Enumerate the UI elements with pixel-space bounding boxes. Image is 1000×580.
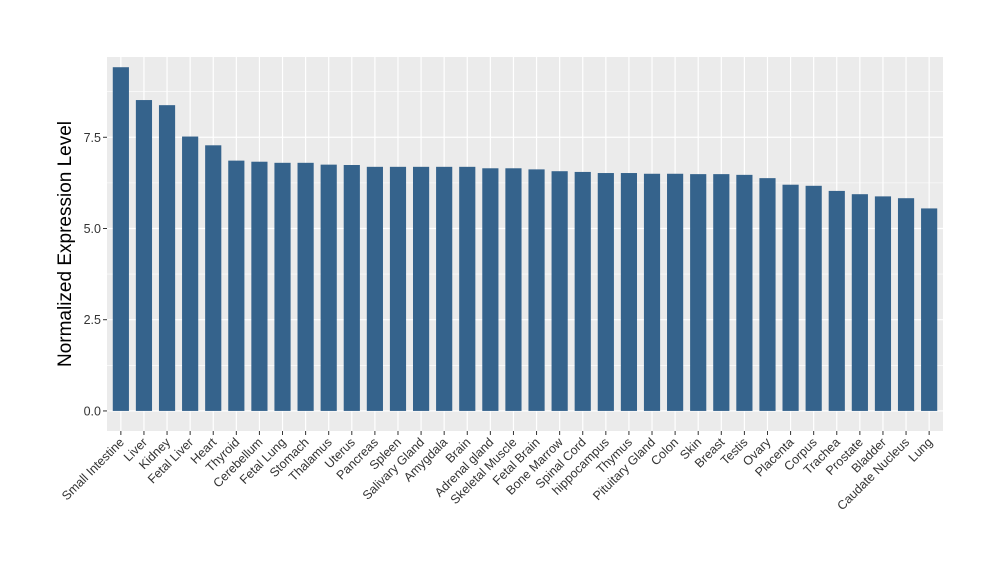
bar-thymus	[620, 173, 638, 411]
bar-lung	[921, 208, 938, 411]
y-tick-label: 7.5	[84, 131, 101, 145]
bar-prostate	[851, 194, 868, 411]
bar-corpus	[805, 185, 822, 411]
bar-salivary-gland	[412, 166, 430, 411]
bar-uterus	[343, 165, 360, 411]
bar-pancreas	[366, 166, 383, 411]
bar-ovary	[759, 178, 776, 411]
bar-pituitary-gland	[643, 173, 661, 411]
bar-testis	[736, 174, 753, 411]
bar-amygdala	[436, 166, 453, 411]
bar-thyroid	[228, 160, 245, 411]
y-axis-title: Normalized Expression Level	[55, 121, 76, 367]
y-tick-label: 2.5	[84, 313, 101, 327]
y-axis: 0.0 2.5 5.0 7.5	[84, 131, 107, 418]
bar-trachea	[828, 190, 845, 411]
bar-fetal-liver	[182, 136, 199, 411]
bar-cerebellum	[251, 161, 268, 411]
bar-thalamus	[320, 164, 337, 411]
bar-small-intestine	[112, 67, 129, 411]
x-tick-label: Small Intestine	[59, 435, 127, 503]
bar-bone-marrow	[551, 171, 568, 411]
plot-panel	[107, 57, 943, 431]
bar-spinal-cord	[574, 171, 591, 411]
bar-hippocampus	[597, 173, 614, 411]
bar-adrenal-gland	[482, 168, 499, 411]
bar-bladder	[874, 196, 892, 411]
bar-colon	[667, 173, 684, 411]
bar-spleen	[389, 166, 407, 411]
bars	[112, 67, 938, 411]
y-tick-label: 5.0	[84, 222, 101, 236]
bar-breast	[713, 174, 730, 411]
bar-liver	[135, 100, 153, 411]
bar-placenta	[782, 184, 799, 411]
x-tick-label: Lung	[906, 435, 936, 465]
bar-fetal-lung	[274, 162, 291, 411]
bar-skeletal-muscle	[505, 168, 522, 411]
y-tick-label: 0.0	[84, 404, 101, 418]
bar-fetal-brain	[528, 169, 545, 411]
bar-skin	[690, 174, 707, 411]
bar-stomach	[297, 162, 314, 411]
bar-heart	[205, 145, 222, 411]
bar-kidney	[158, 105, 176, 411]
bar-brain	[459, 166, 476, 411]
bar-caudate-nucleus	[897, 198, 915, 411]
